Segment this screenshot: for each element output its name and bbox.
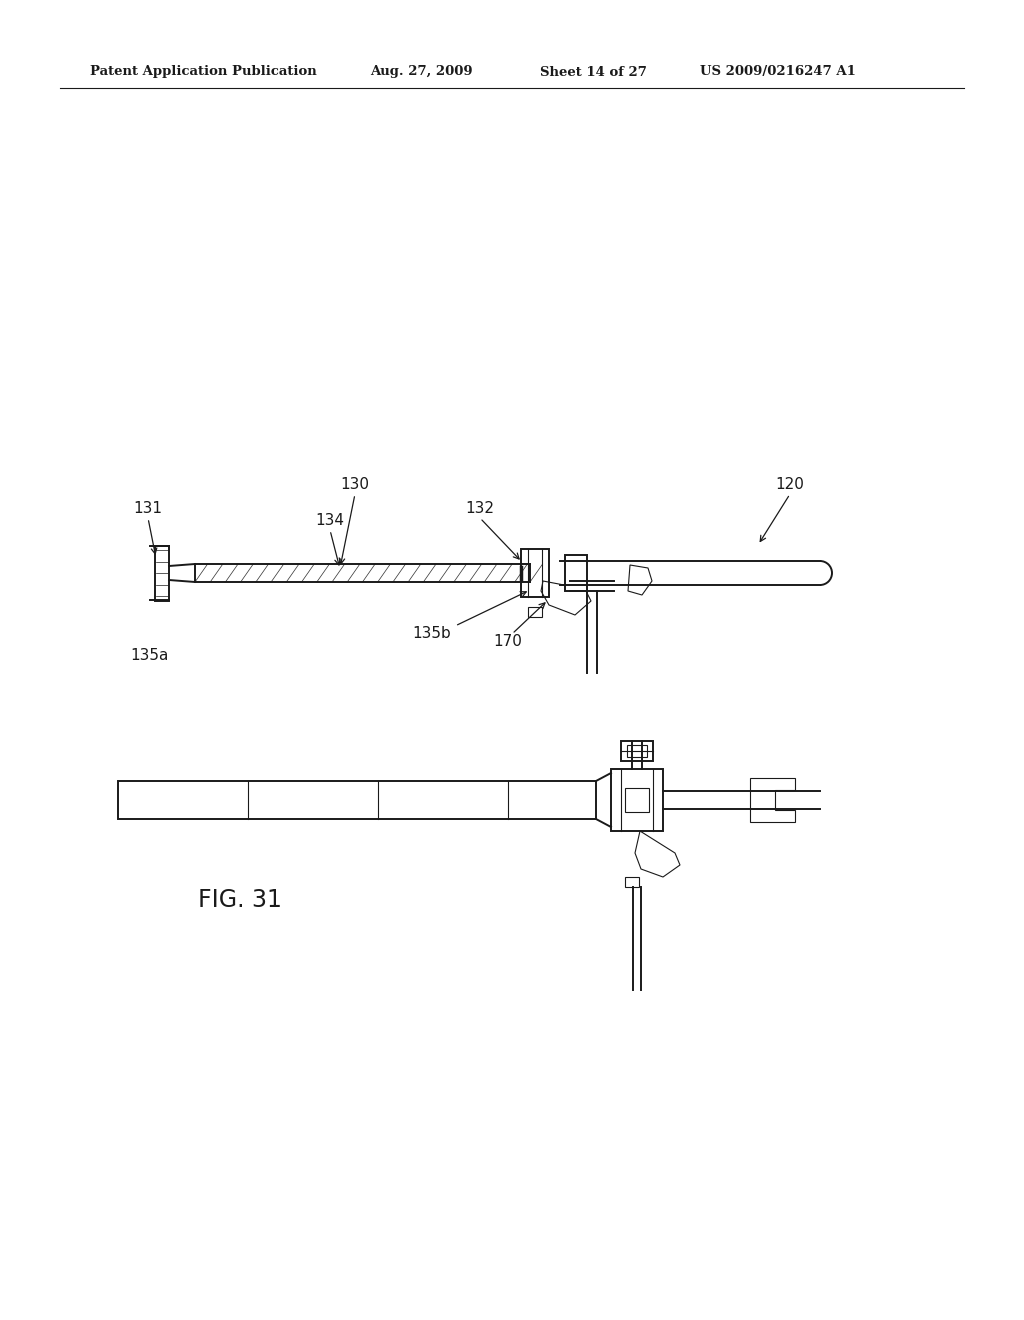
Text: Sheet 14 of 27: Sheet 14 of 27 <box>540 66 647 78</box>
Text: Patent Application Publication: Patent Application Publication <box>90 66 316 78</box>
Text: 132: 132 <box>466 502 495 516</box>
Bar <box>627 744 647 756</box>
Text: 134: 134 <box>315 513 344 528</box>
Bar <box>521 549 549 597</box>
Text: US 2009/0216247 A1: US 2009/0216247 A1 <box>700 66 856 78</box>
Text: 120: 120 <box>775 477 805 492</box>
Bar <box>625 788 649 812</box>
Bar <box>565 554 587 591</box>
Bar <box>118 781 596 818</box>
Bar <box>528 607 542 616</box>
Bar <box>611 770 663 832</box>
Bar <box>155 546 169 601</box>
Text: FIG. 31: FIG. 31 <box>198 888 282 912</box>
Bar <box>625 876 639 887</box>
Text: 170: 170 <box>494 634 522 649</box>
Text: 135b: 135b <box>413 626 452 642</box>
Text: 135a: 135a <box>131 648 169 663</box>
Bar <box>621 741 653 762</box>
Text: 131: 131 <box>133 502 163 516</box>
Text: 130: 130 <box>341 477 370 492</box>
Text: Aug. 27, 2009: Aug. 27, 2009 <box>370 66 473 78</box>
